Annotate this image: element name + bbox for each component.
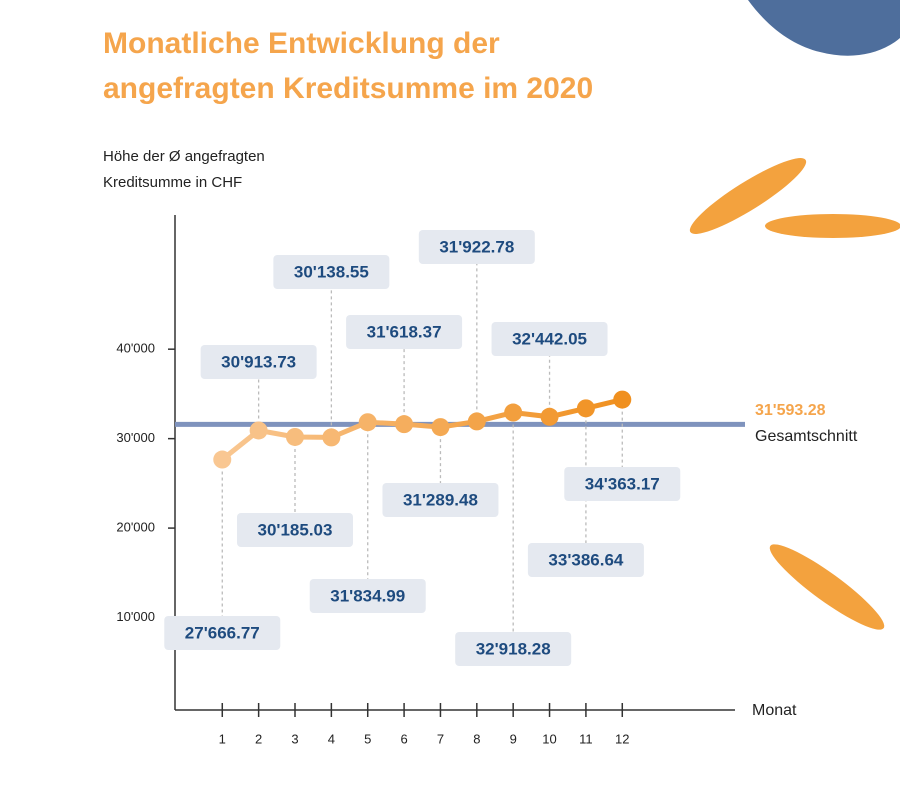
decor-blob: [748, 0, 900, 56]
value-label-box: [237, 513, 353, 547]
value-label: 31'289.48: [403, 490, 478, 509]
y-tick-label: 10'000: [116, 609, 155, 624]
value-label: 27'666.77: [185, 623, 260, 642]
x-tick-label: 1: [219, 731, 226, 746]
data-point: [540, 407, 559, 426]
value-label-box: [455, 632, 572, 666]
decor-coin: [769, 544, 885, 630]
value-label-box: [527, 543, 644, 577]
x-tick-label: 11: [579, 731, 593, 746]
y-tick-label: 30'000: [116, 430, 155, 445]
decor-coin: [689, 158, 807, 234]
x-tick-label: 5: [364, 731, 371, 746]
value-label-box: [418, 230, 535, 264]
data-point: [395, 415, 414, 434]
value-label: 31'834.99: [330, 586, 405, 605]
value-label: 30'185.03: [258, 520, 333, 539]
value-label: 32'918.28: [476, 639, 551, 658]
value-label-box: [164, 616, 281, 650]
x-tick-label: 9: [510, 731, 517, 746]
value-label: 30'138.55: [294, 262, 369, 281]
value-label-box: [346, 315, 463, 349]
x-tick-label: 4: [328, 731, 335, 746]
data-point: [358, 413, 377, 432]
y-axis-title: Kreditsumme in CHF: [103, 174, 242, 191]
value-label-box: [382, 483, 499, 517]
value-label: 32'442.05: [512, 329, 587, 348]
y-tick-label: 20'000: [116, 520, 155, 535]
y-tick-label: 40'000: [116, 341, 155, 356]
value-label: 31'618.37: [367, 322, 442, 341]
decor-coin: [765, 214, 900, 238]
data-point: [213, 450, 232, 469]
x-tick-label: 7: [437, 731, 444, 746]
x-tick-label: 6: [400, 731, 407, 746]
data-point: [322, 428, 341, 447]
x-tick-label: 12: [615, 731, 629, 746]
value-label-box: [564, 467, 681, 501]
value-label-box: [491, 322, 608, 356]
x-tick-label: 2: [255, 731, 262, 746]
x-tick-label: 10: [542, 731, 556, 746]
data-point: [467, 412, 486, 431]
value-label: 31'922.78: [439, 237, 514, 256]
chart-title: Monatliche Entwicklung der: [103, 27, 500, 60]
data-point: [431, 418, 450, 437]
data-point: [249, 421, 268, 440]
x-tick-label: 3: [291, 731, 298, 746]
series-line: [220, 397, 623, 462]
data-point: [576, 399, 595, 418]
value-label: 30'913.73: [221, 352, 296, 371]
reference-value: 31'593.28: [755, 402, 826, 419]
data-point: [504, 403, 523, 422]
x-axis-title: Monat: [752, 702, 797, 719]
data-point: [613, 390, 632, 409]
y-axis-title: Höhe der Ø angefragten: [103, 148, 265, 165]
x-tick-label: 8: [473, 731, 480, 746]
value-label-box: [273, 255, 390, 289]
value-label-box: [309, 579, 426, 613]
data-point: [286, 427, 304, 446]
value-label: 34'363.17: [585, 474, 660, 493]
value-label: 33'386.64: [548, 550, 623, 569]
chart-title: angefragten Kreditsumme im 2020: [103, 72, 593, 105]
value-label-box: [200, 345, 317, 379]
reference-label: Gesamtschnitt: [755, 428, 858, 445]
